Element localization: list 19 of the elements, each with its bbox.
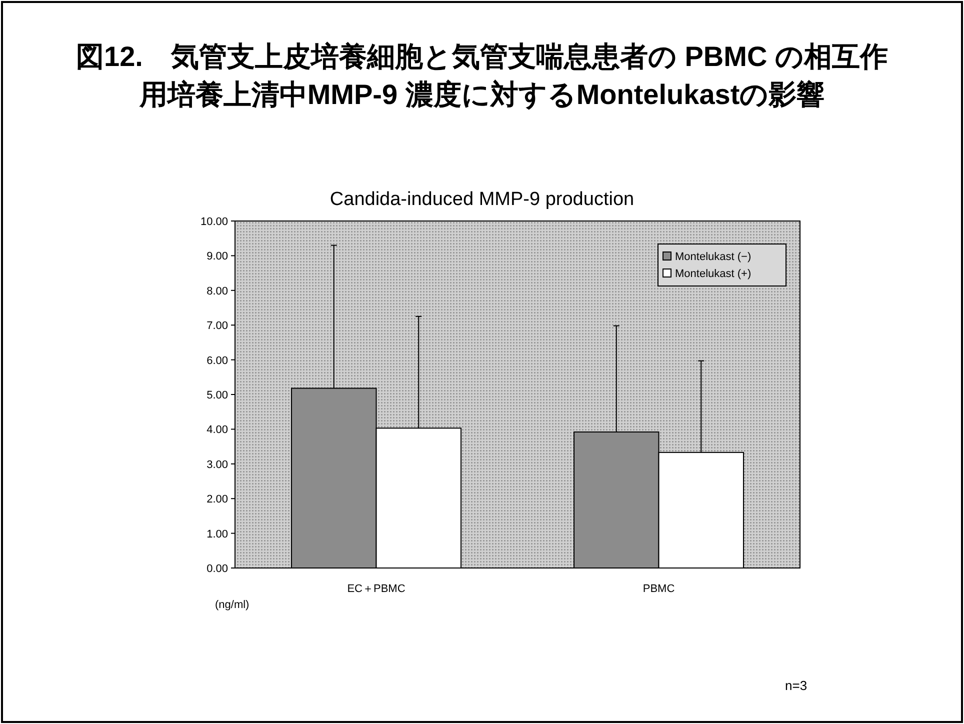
y-tick-label: 8.00 (206, 285, 228, 298)
y-tick-label: 5.00 (206, 390, 228, 402)
y-tick-label: 6.00 (206, 354, 228, 367)
y-tick-label: 3.00 (206, 458, 228, 471)
y-tick-label: 10.00 (200, 216, 228, 228)
y-tick-label: 7.00 (206, 320, 228, 332)
y-tick-label: 0.00 (206, 563, 228, 575)
y-axis-title: (ng/ml) (215, 599, 250, 611)
subtitle: Candida-induced MMP-9 production (330, 189, 634, 210)
y-tick-label: 9.00 (206, 250, 228, 263)
y-tick-label: 4.00 (206, 424, 228, 436)
legend-label: Montelukast (+) (675, 268, 752, 280)
title: 図12. 気管支上皮培養細胞と気管支喘息患者の PBMC の相互作用培養上清中MMP-9 濃度に対するMontelukastの影響 (75, 40, 889, 112)
y-tick-label: 2.00 (206, 494, 228, 506)
y-tick-label: 1.00 (206, 528, 228, 540)
x-tick-label: PBMC (642, 583, 675, 595)
text: n=3 (785, 678, 808, 693)
legend-label: Montelukast (−) (675, 251, 752, 263)
x-tick-label: EC＋PBMC (347, 583, 406, 595)
